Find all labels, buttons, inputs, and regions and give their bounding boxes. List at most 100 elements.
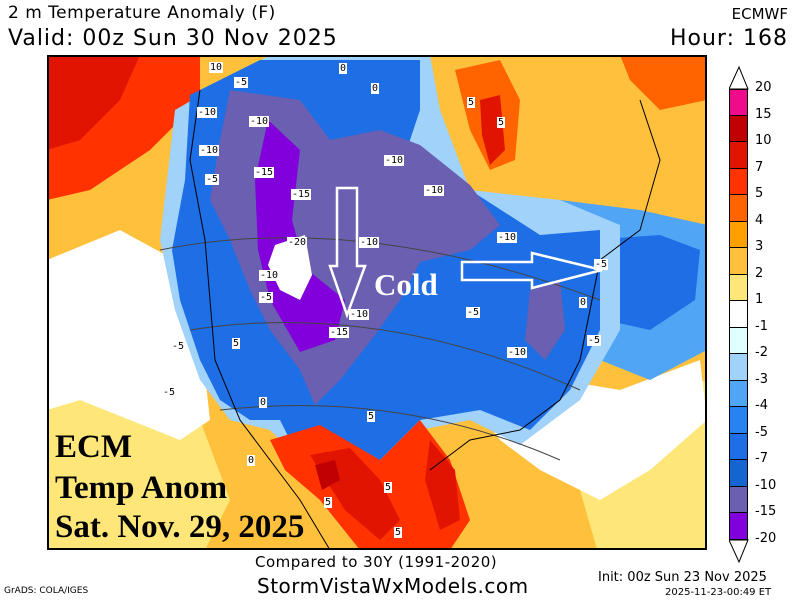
colorbar-label: -4 bbox=[755, 398, 768, 413]
colorbar bbox=[729, 89, 748, 540]
colorbar-bin bbox=[729, 407, 748, 434]
contour-label: 5 bbox=[497, 117, 506, 128]
site-name: StormVistaWxModels.com bbox=[257, 574, 529, 598]
colorbar-label: -3 bbox=[755, 371, 768, 387]
colorbar-bin bbox=[729, 168, 748, 195]
yellow-region bbox=[49, 300, 705, 548]
contour-label: -10 bbox=[259, 270, 280, 281]
contour-label: -10 bbox=[384, 155, 405, 166]
contour-label: 5 bbox=[467, 97, 476, 108]
contour-label: -5 bbox=[205, 174, 220, 185]
colorbar-label: 2 bbox=[755, 265, 764, 281]
valid-time: Valid: 00z Sun 30 Nov 2025 bbox=[8, 26, 338, 51]
coastlines bbox=[189, 89, 661, 548]
down-arrow-icon bbox=[328, 186, 367, 319]
darkest-texas bbox=[315, 460, 340, 490]
colorbar-label: 3 bbox=[755, 239, 764, 254]
contour-label: -10 bbox=[507, 347, 528, 358]
cold-label: Cold bbox=[374, 267, 438, 302]
contour-label: 5 bbox=[324, 497, 333, 508]
colorbar-label: -1 bbox=[755, 318, 768, 334]
forecast-hour: Hour: 168 bbox=[669, 26, 788, 51]
contour-label: -10 bbox=[359, 237, 380, 248]
contour-label: -15 bbox=[254, 167, 275, 178]
contour-label: -10 bbox=[197, 107, 218, 118]
colorbar-label: -20 bbox=[755, 530, 777, 546]
overlay-date: Sat. Nov. 29, 2025 bbox=[55, 509, 305, 545]
coastline bbox=[429, 99, 661, 471]
contour-label: -5 bbox=[259, 292, 274, 303]
contour-label: -15 bbox=[329, 327, 350, 338]
colorbar-bottom-arrow-icon bbox=[729, 539, 749, 563]
colorbar-bin bbox=[729, 460, 748, 487]
contour-label: 0 bbox=[247, 455, 256, 466]
contour-label: 5 bbox=[367, 411, 376, 422]
colorbar-label: 4 bbox=[755, 212, 764, 228]
contour-label: -10 bbox=[497, 232, 518, 243]
contour-label: -5 bbox=[171, 341, 186, 352]
colorbar-label: -5 bbox=[755, 424, 768, 440]
contour-label: 0 bbox=[259, 397, 268, 408]
contour-label: -5 bbox=[594, 259, 609, 270]
colorbar-bin bbox=[729, 274, 748, 301]
colorbar-label: 10 bbox=[755, 133, 772, 148]
contour-label: 0 bbox=[579, 297, 588, 308]
contour-label: -5 bbox=[162, 387, 177, 398]
colorbar-top-arrow-icon bbox=[729, 66, 749, 90]
anomaly-map: 10 -5 0 -10 -10 -5 -15 -15 -10 -10 0 5 5… bbox=[47, 55, 707, 550]
generated-timestamp: 2025-11-23-00:49 ET bbox=[665, 587, 772, 598]
white-extreme bbox=[268, 235, 312, 300]
chart-title: 2 m Temperature Anomaly (F) bbox=[8, 3, 276, 23]
colorbar-bin bbox=[729, 248, 748, 275]
contour-label: -20 bbox=[287, 237, 308, 248]
colorbar-label: -2 bbox=[755, 345, 768, 360]
contour-label: 0 bbox=[339, 63, 348, 74]
colorbar-bin bbox=[729, 221, 748, 248]
colorbar-bin bbox=[729, 115, 748, 142]
contour-label: -15 bbox=[291, 189, 312, 200]
colorbar-bin bbox=[729, 301, 748, 328]
colorbar-label: -10 bbox=[755, 477, 777, 493]
colorbar-bin bbox=[729, 142, 748, 169]
colorbar-label: 7 bbox=[755, 159, 764, 175]
colorbar-bin bbox=[729, 195, 748, 222]
contour-label: -5 bbox=[234, 77, 249, 88]
coastline bbox=[189, 89, 330, 548]
climatology-note: Compared to 30Y (1991-2020) bbox=[255, 553, 498, 571]
colorbar-bin bbox=[729, 380, 748, 407]
colorbar-label: 5 bbox=[755, 186, 764, 201]
darkred-northwest bbox=[49, 57, 140, 150]
red-quebec bbox=[480, 95, 505, 165]
colorbar-bin bbox=[729, 513, 748, 540]
contour-label: -5 bbox=[587, 335, 602, 346]
colorbar-label: 1 bbox=[755, 292, 764, 307]
colorbar-label: 20 bbox=[755, 80, 772, 95]
contour-label: 5 bbox=[394, 527, 403, 538]
colorbar-bin bbox=[729, 327, 748, 354]
colorbar-label: -15 bbox=[755, 504, 777, 519]
contour-label: 5 bbox=[384, 482, 393, 493]
contour-label: -10 bbox=[424, 185, 445, 196]
latitude-line bbox=[189, 322, 581, 391]
contour-label: 0 bbox=[371, 83, 380, 94]
colorbar-label: 15 bbox=[755, 106, 772, 122]
overlay-product: Temp Anom bbox=[55, 470, 228, 506]
contour-label: -10 bbox=[349, 309, 370, 320]
contour-label: 10 bbox=[209, 62, 224, 73]
colorbar-bin bbox=[729, 486, 748, 513]
contour-label: -5 bbox=[466, 307, 481, 318]
map-fill bbox=[49, 57, 705, 548]
contour-label: 5 bbox=[232, 338, 241, 349]
model-name: ECMWF bbox=[731, 5, 788, 23]
contour-label: -10 bbox=[249, 116, 270, 127]
init-time: Init: 00z Sun 23 Nov 2025 bbox=[598, 570, 767, 585]
deep-purple bbox=[255, 120, 345, 352]
colorbar-bin bbox=[729, 89, 748, 116]
contour-label: -10 bbox=[199, 145, 220, 156]
grads-credit: GrADS: COLA/IGES bbox=[4, 586, 89, 596]
colorbar-bin bbox=[729, 354, 748, 381]
right-arrow-icon bbox=[460, 251, 603, 290]
colorbar-label: -7 bbox=[755, 451, 768, 466]
colorbar-bin bbox=[729, 433, 748, 460]
overlay-model: ECM bbox=[55, 429, 132, 465]
